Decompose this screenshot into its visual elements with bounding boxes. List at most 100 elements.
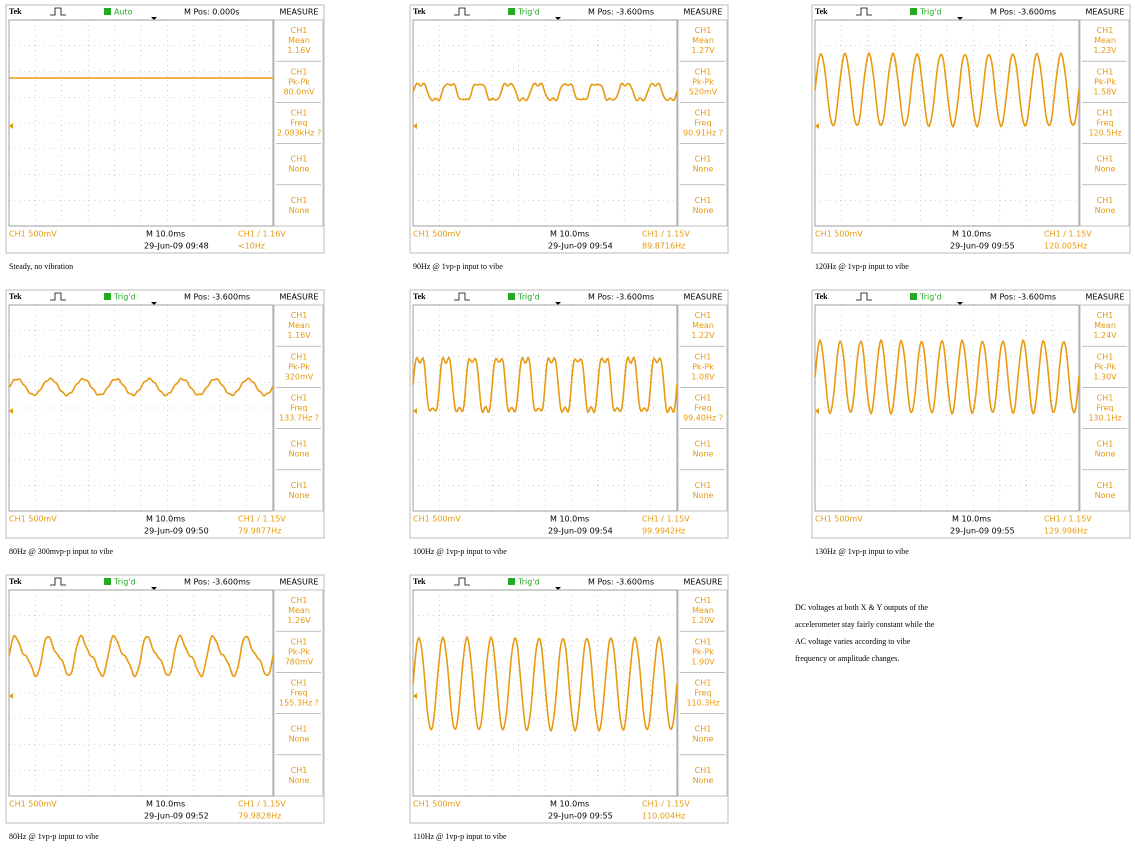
measure-line: None (693, 491, 714, 500)
measure-line: None (693, 776, 714, 785)
measure-line: CH1 (695, 155, 712, 164)
measure-line: CH1 (1097, 394, 1114, 403)
caption: 90Hz @ 1vp-p input to vibe (413, 262, 503, 271)
measure-line: Pk-Pk (692, 77, 714, 86)
measure-line: CH1 (695, 725, 712, 734)
measure-line: CH1 (291, 352, 308, 361)
measure-line: Mean (288, 36, 310, 45)
measure-line: CH1 (1097, 352, 1114, 361)
measure-line: 133.7Hz ? (279, 414, 319, 423)
measure-line: Pk-Pk (1094, 362, 1116, 371)
measure-line: CH1 (1097, 440, 1114, 449)
measure-line: None (289, 735, 310, 744)
measure-line: 1.90V (691, 657, 715, 666)
timebase: M 10.0ms (146, 230, 185, 239)
caption: 120Hz @ 1vp-p input to vibe (815, 262, 909, 271)
measure-line: 1.22V (691, 331, 715, 340)
measure-line: Freq (694, 404, 711, 413)
measure-line: CH1 (695, 26, 712, 35)
measure-line: CH1 (291, 679, 308, 688)
trigger-level: CH1 / 1.15V (1044, 515, 1092, 524)
channel-scale: CH1 500mV (9, 800, 57, 809)
measure-line: Mean (288, 606, 310, 615)
caption: 80Hz @ 1vp-p input to vibe (9, 832, 99, 841)
channel-scale: CH1 500mV (9, 230, 57, 239)
measure-line: 155.3Hz ? (279, 699, 319, 708)
measure-line: None (289, 776, 310, 785)
measure-line: None (693, 165, 714, 174)
measure-line: Pk-Pk (692, 647, 714, 656)
status-box (104, 293, 111, 300)
channel-scale: CH1 500mV (413, 515, 461, 524)
timestamp: 29-Jun-09 09:48 (144, 242, 209, 251)
measure-line: Freq (694, 119, 711, 128)
m-pos: M Pos: -3.600ms (588, 8, 654, 17)
measure-line: CH1 (291, 440, 308, 449)
measure-line: 320mV (285, 372, 314, 381)
status: Trig'd (517, 293, 540, 302)
screenshot: TekAutoM Pos: 0.000sMEASURECH1Mean1.16VC… (0, 0, 1135, 850)
channel-scale: CH1 500mV (413, 800, 461, 809)
caption: 130Hz @ 1vp-p input to vibe (815, 547, 909, 556)
trigger-level: CH1 / 1.15V (642, 800, 690, 809)
timestamp: 29-Jun-09 09:55 (950, 527, 1015, 536)
measure-line: Mean (1094, 36, 1116, 45)
m-pos: M Pos: -3.600ms (184, 293, 250, 302)
measure-line: CH1 (291, 394, 308, 403)
status: Trig'd (517, 8, 540, 17)
measure-line: None (1095, 206, 1116, 215)
note-line: DC voltages at both X & Y outputs of the (795, 603, 928, 612)
timestamp: 29-Jun-09 09:55 (548, 812, 613, 821)
frequency: 129.996Hz (1044, 527, 1087, 536)
status-box (910, 293, 917, 300)
measure-line: CH1 (695, 440, 712, 449)
status: Trig'd (919, 293, 942, 302)
status-box (508, 8, 515, 15)
channel-scale: CH1 500mV (413, 230, 461, 239)
frequency: 110.004Hz (642, 812, 685, 821)
channel-scale: CH1 500mV (815, 515, 863, 524)
caption: 80Hz @ 300mvp-p input to vibe (9, 547, 113, 556)
measure-line: CH1 (1097, 109, 1114, 118)
status: Trig'd (113, 293, 136, 302)
caption: 100Hz @ 1vp-p input to vibe (413, 547, 507, 556)
timebase: M 10.0ms (550, 800, 589, 809)
measure-line: 90.91Hz ? (683, 129, 723, 138)
measure-line: 1.23V (1093, 46, 1117, 55)
measure-line: 1.24V (1093, 331, 1117, 340)
timebase: M 10.0ms (550, 230, 589, 239)
measure-line: Pk-Pk (288, 647, 310, 656)
status-box (508, 293, 515, 300)
timebase: M 10.0ms (550, 515, 589, 524)
measure-line: Freq (694, 689, 711, 698)
note-line: accelerometer stay fairly constant while… (795, 620, 935, 629)
measure-line: CH1 (1097, 67, 1114, 76)
menu-title: MEASURE (1086, 293, 1125, 302)
measure-line: CH1 (291, 67, 308, 76)
measure-line: 99.40Hz ? (683, 414, 723, 423)
timestamp: 29-Jun-09 09:54 (548, 527, 613, 536)
timestamp: 29-Jun-09 09:54 (548, 242, 613, 251)
caption: 110Hz @ 1vp-p input to vibe (413, 832, 507, 841)
menu-title: MEASURE (280, 8, 319, 17)
measure-line: None (693, 450, 714, 459)
measure-line: Mean (692, 36, 714, 45)
frequency: 79.9828Hz (238, 812, 281, 821)
measure-line: 120.5Hz (1088, 129, 1121, 138)
measure-line: CH1 (695, 637, 712, 646)
measure-line: None (289, 450, 310, 459)
m-pos: M Pos: -3.600ms (990, 293, 1056, 302)
measure-line: None (1095, 450, 1116, 459)
brand: Tek (815, 7, 828, 16)
status: Trig'd (919, 8, 942, 17)
measure-line: Freq (290, 689, 307, 698)
brand: Tek (9, 577, 22, 586)
timestamp: 29-Jun-09 09:52 (144, 812, 209, 821)
timestamp: 29-Jun-09 09:55 (950, 242, 1015, 251)
measure-line: 1.20V (691, 616, 715, 625)
